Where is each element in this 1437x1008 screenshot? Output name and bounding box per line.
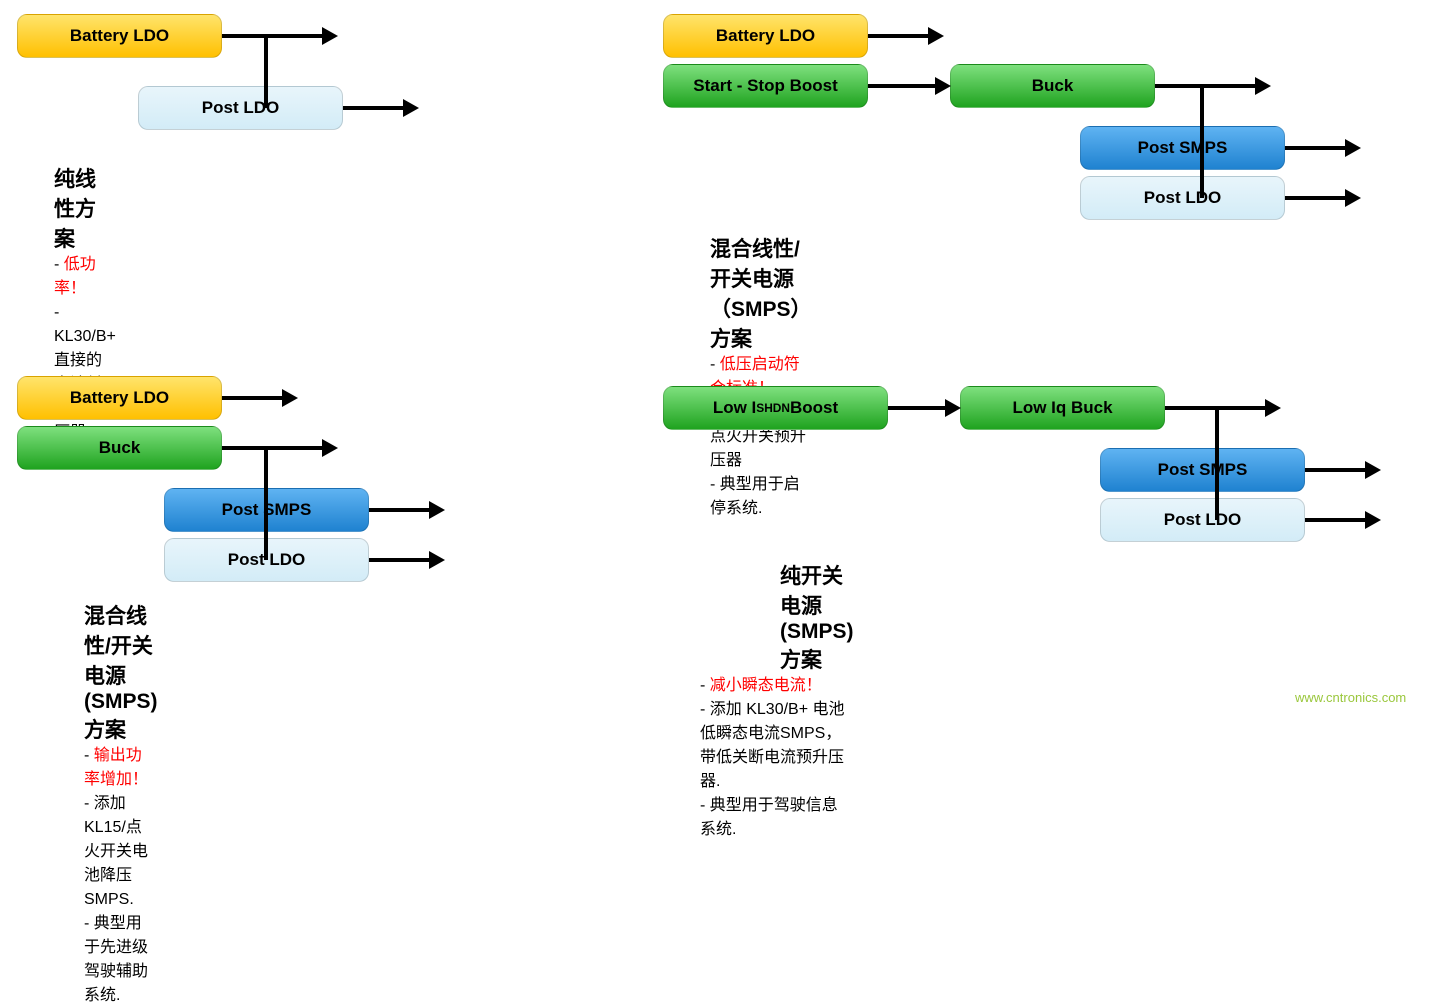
block-post-smps: Post SMPS	[1100, 448, 1305, 492]
arrowhead-icon	[1365, 511, 1381, 529]
arrow-line	[264, 446, 268, 560]
block-post-ldo: Post LDO	[138, 86, 343, 130]
arrowhead-icon	[928, 27, 944, 45]
block-battery-ldo: Battery LDO	[663, 14, 868, 58]
arrow-line	[868, 84, 935, 88]
arrowhead-icon	[322, 439, 338, 457]
arrow-line	[1285, 146, 1345, 150]
arrowhead-icon	[1255, 77, 1271, 95]
bullet-line: - 低功率！	[54, 253, 116, 301]
arrow-line	[888, 406, 945, 410]
block-start-stop-boost: Start - Stop Boost	[663, 64, 868, 108]
caption-q3: 混合线性/开关电源(SMPS) 方案 - 输出功率增加！ - 添加 KL15/点…	[84, 600, 158, 1008]
title-q4: 纯开关电源(SMPS) 方案	[700, 560, 854, 674]
bullet-line: - 典型用于启停系统.	[710, 473, 812, 521]
arrow-line	[1285, 196, 1345, 200]
title-q2: 混合线性/开关电源（SMPS）方案	[710, 233, 812, 353]
arrowhead-icon	[1365, 461, 1381, 479]
arrow-line	[868, 34, 928, 38]
caption-q1: 纯线性方案 - 低功率！ - KL30/B+ 直接的电池低压降稳压器(LDO).	[54, 163, 116, 469]
block-battery-ldo: Battery LDO	[17, 376, 222, 420]
bullet-line: - 添加 KL30/B+ 电池低瞬态电流SMPS，带低关断电流预升压器.	[700, 698, 854, 794]
bullet-line: - 输出功率增加！	[84, 744, 158, 792]
arrow-line	[1305, 468, 1365, 472]
arrow-line	[369, 508, 429, 512]
title-q1: 纯线性方案	[54, 163, 116, 253]
arrow-line	[222, 396, 282, 400]
arrow-line	[1305, 518, 1365, 522]
bullet-line: - 典型用于驾驶信息系统.	[700, 794, 854, 842]
title-q3: 混合线性/开关电源(SMPS) 方案	[84, 600, 158, 744]
block-post-smps: Post SMPS	[1080, 126, 1285, 170]
watermark-text: www.cntronics.com	[1295, 690, 1406, 705]
bullet-line: - 减小瞬态电流！	[700, 674, 854, 698]
arrowhead-icon	[403, 99, 419, 117]
block-buck: Buck	[950, 64, 1155, 108]
arrowhead-icon	[945, 399, 961, 417]
arrowhead-icon	[1345, 139, 1361, 157]
block-low-iq-buck: Low Iq Buck	[960, 386, 1165, 430]
arrowhead-icon	[935, 77, 951, 95]
arrow-line	[222, 34, 322, 38]
arrow-line	[369, 558, 429, 562]
arrowhead-icon	[322, 27, 338, 45]
arrowhead-icon	[1265, 399, 1281, 417]
bullet-line: - 添加 KL15/点火开关电池降压SMPS.	[84, 792, 158, 912]
arrowhead-icon	[429, 501, 445, 519]
caption-q4: 纯开关电源(SMPS) 方案 - 减小瞬态电流！ - 添加 KL30/B+ 电池…	[700, 560, 854, 842]
arrowhead-icon	[1345, 189, 1361, 207]
arrow-line	[222, 446, 322, 450]
arrow-line	[1200, 84, 1204, 198]
bullet-line: - 典型用于先进级驾驶辅助系统.	[84, 912, 158, 1008]
block-post-ldo: Post LDO	[1080, 176, 1285, 220]
block-low-ishdn-boost: Low ISHDN Boost	[663, 386, 888, 430]
arrow-line	[1155, 84, 1255, 88]
arrow-line	[343, 106, 403, 110]
block-post-ldo: Post LDO	[1100, 498, 1305, 542]
block-buck: Buck	[17, 426, 222, 470]
arrow-line	[264, 34, 268, 108]
arrowhead-icon	[429, 551, 445, 569]
block-battery-ldo: Battery LDO	[17, 14, 222, 58]
arrowhead-icon	[282, 389, 298, 407]
arrow-line	[1215, 406, 1219, 520]
caption-q2: 混合线性/开关电源（SMPS）方案 - 低压启动符合标准！ - 添加 KL15 …	[710, 233, 812, 521]
